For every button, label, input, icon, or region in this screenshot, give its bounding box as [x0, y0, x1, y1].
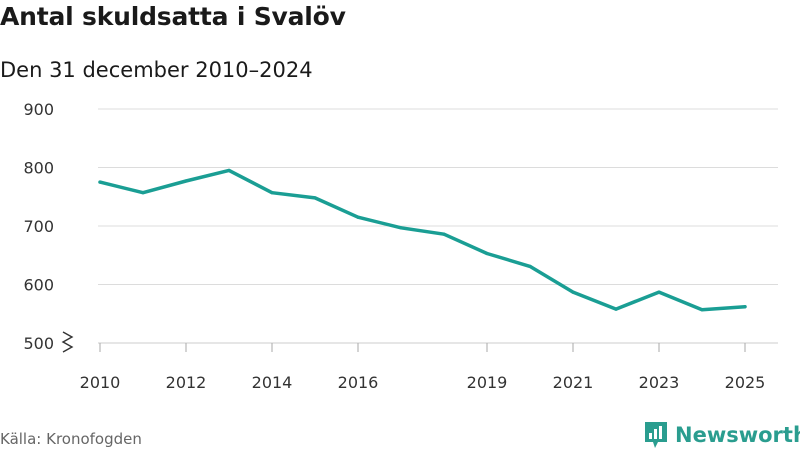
x-tick-label: 2014	[252, 373, 293, 392]
brand-name: Newsworthy	[675, 423, 800, 447]
y-tick-label: 500	[23, 334, 54, 353]
y-tick-label: 800	[23, 159, 54, 178]
data-point-2022	[614, 307, 618, 311]
x-tick-label: 2021	[553, 373, 594, 392]
data-point-2010	[98, 180, 102, 184]
data-point-2015	[313, 196, 317, 200]
chart-title: Antal skuldsatta i Svalöv	[0, 2, 346, 31]
x-tick-label: 2023	[639, 373, 680, 392]
data-point-2020	[528, 264, 532, 268]
source-note: Källa: Kronofogden	[0, 430, 142, 448]
y-tick-label: 700	[23, 217, 54, 236]
y-tick-label: 900	[23, 100, 54, 119]
series-line	[98, 168, 747, 312]
data-point-2012	[184, 179, 188, 183]
data-point-2023	[657, 290, 661, 294]
newsworthy-logo-icon	[645, 422, 667, 448]
data-point-2016	[356, 215, 360, 219]
brand: Newsworthy	[643, 420, 800, 450]
data-point-2021	[571, 290, 575, 294]
x-tick-label: 2010	[80, 373, 121, 392]
x-tick-label: 2012	[166, 373, 207, 392]
gridlines	[98, 108, 778, 285]
y-axis: 500 600 700 800 900	[23, 100, 74, 353]
data-point-2013	[227, 168, 231, 173]
x-tick-label: 2016	[338, 373, 379, 392]
x-tick-label: 2019	[467, 373, 508, 392]
data-point-2011	[141, 191, 145, 195]
axis-break-icon	[61, 331, 74, 353]
x-tick-label: 2025	[725, 373, 766, 392]
data-point-2025	[743, 305, 747, 309]
x-axis: 2010 2012 2014 2016 2019 2021 2023 2025	[80, 342, 778, 392]
data-point-2024	[700, 308, 704, 312]
data-point-2018	[442, 232, 446, 236]
data-point-2014	[270, 191, 274, 195]
y-tick-label: 600	[23, 276, 54, 295]
data-point-2017	[399, 226, 403, 230]
series	[98, 168, 747, 312]
data-point-2019	[485, 251, 489, 256]
chart-subtitle: Den 31 december 2010–2024	[0, 58, 313, 82]
